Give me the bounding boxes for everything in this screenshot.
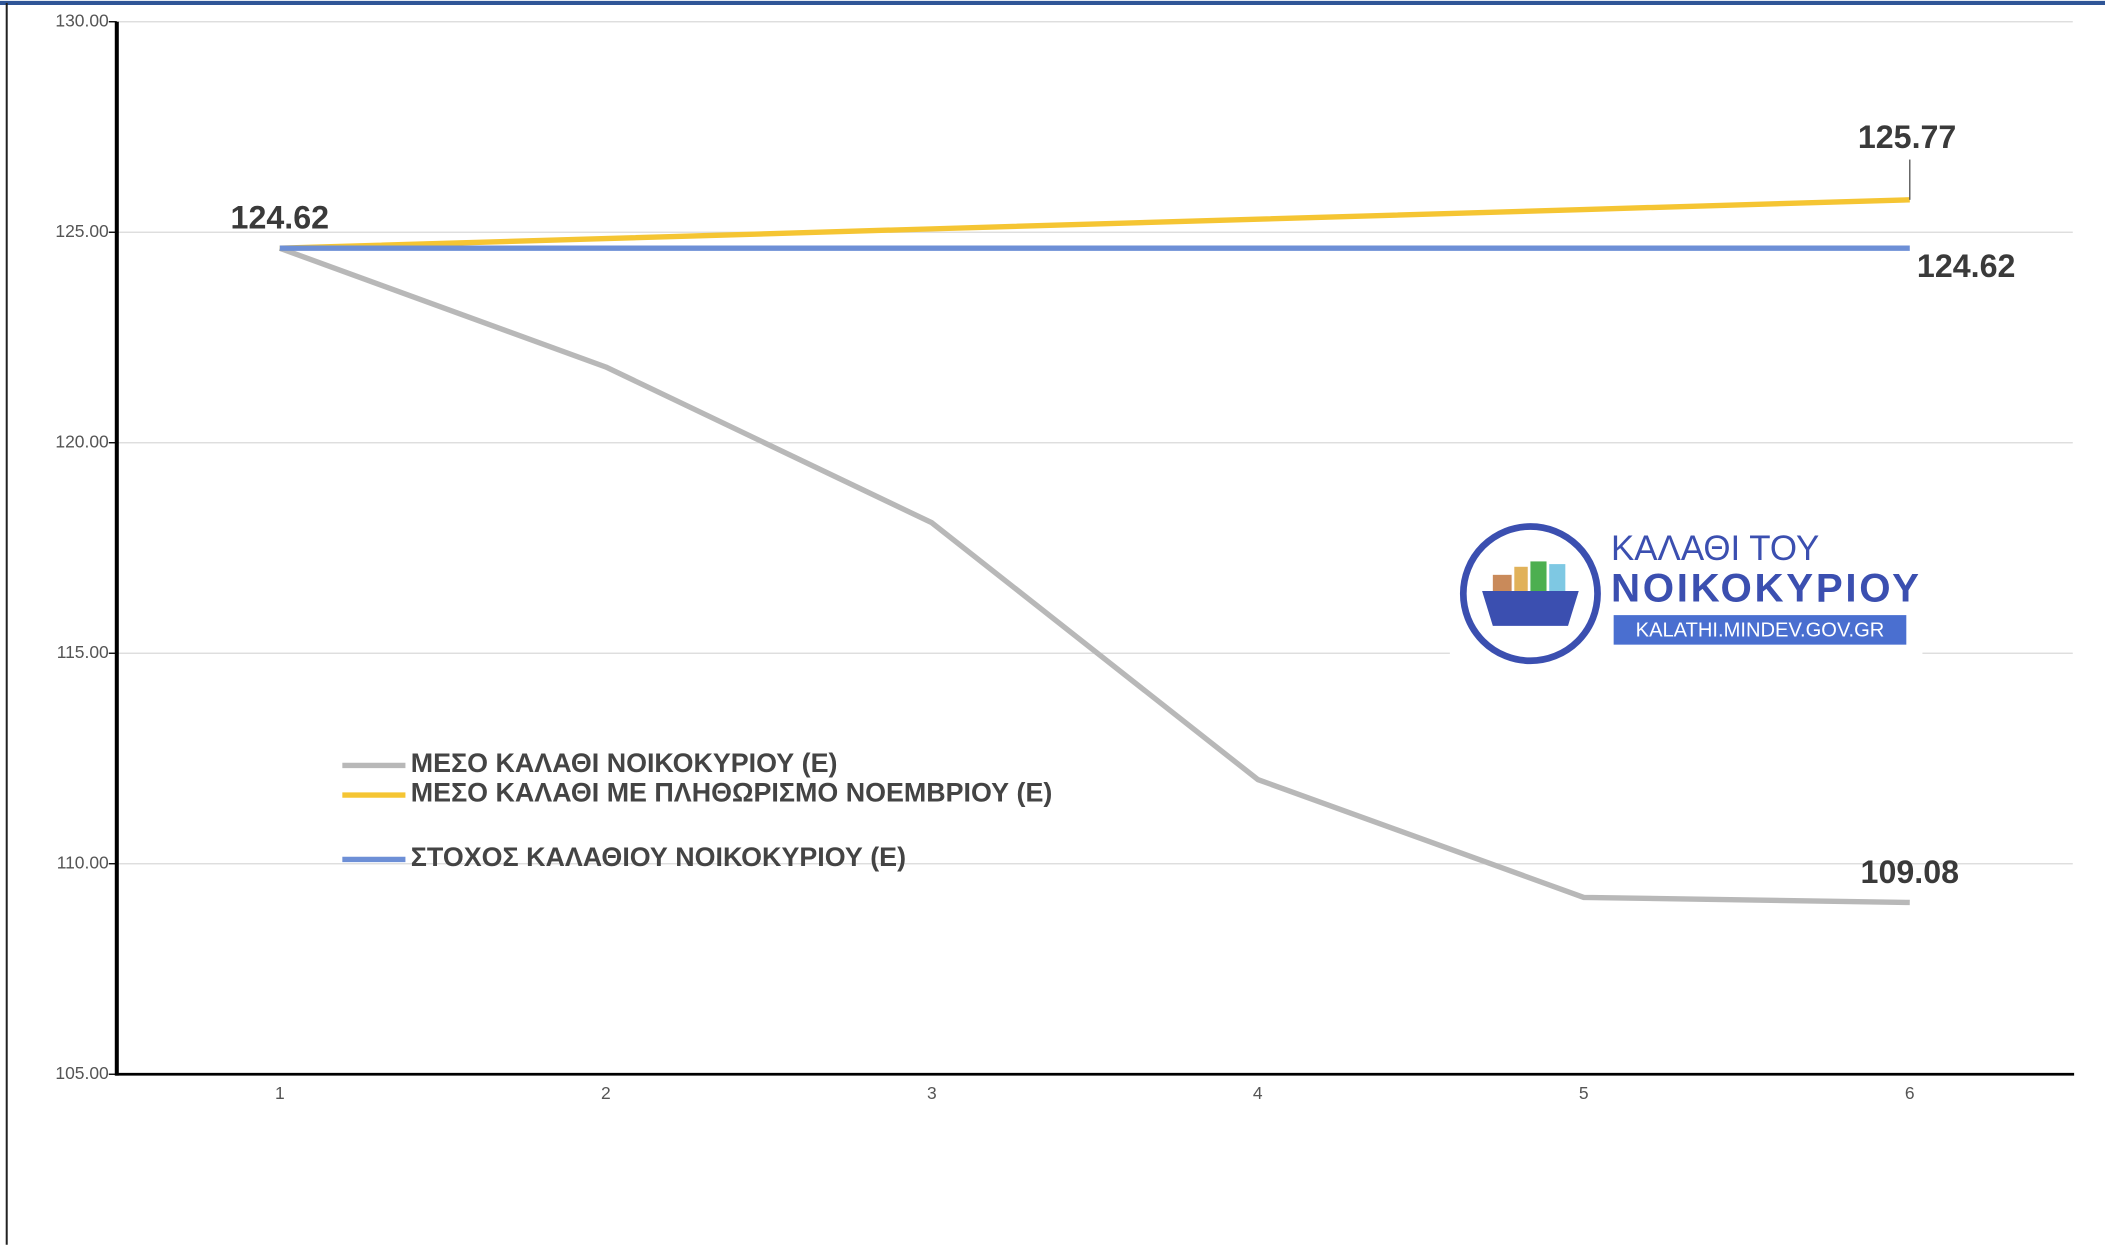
x-tick-label: 2 xyxy=(601,1083,611,1103)
series-line xyxy=(278,245,1910,906)
series-line xyxy=(279,197,1910,251)
y-tick-label: 120.00 xyxy=(55,431,109,451)
x-tick-label: 4 xyxy=(1253,1083,1263,1103)
logo-basket xyxy=(1482,590,1579,626)
logo-line1: ΚΑΛΑΘΙ ΤΟΥ xyxy=(1611,529,1819,568)
logo: ΚΑΛΑΘΙ ΤΟΥ ΝΟΙΚΟΚΥΡΙΟΥ KALATHI.MINDEV.GO… xyxy=(1449,521,1923,665)
y-tick-label: 110.00 xyxy=(57,852,109,872)
legend-item: ΣΤΟΧΟΣ ΚΑΛΑΘΙΟΥ ΝΟΙΚΟΚΥΡΙΟΥ (Ε) xyxy=(410,843,907,873)
data-label: 124.62 xyxy=(1917,248,2016,284)
data-label: 125.77 xyxy=(1858,119,1957,155)
legend-label: ΜΕΣΟ ΚΑΛΑΘΙ ΜΕ ΠΛΗΘΩΡΙΣΜΟ ΝΟΕΜΒΡΙΟΥ (Ε) xyxy=(410,778,1053,809)
logo-item xyxy=(1514,566,1528,594)
y-tick-label: 115.00 xyxy=(57,642,109,662)
legend-item: ΜΕΣΟ ΚΑΛΑΘΙ ΝΟΙΚΟΚΥΡΙΟΥ (Ε) xyxy=(410,749,838,779)
y-tick-label: 105.00 xyxy=(55,1063,109,1083)
logo-item xyxy=(1492,574,1512,594)
data-label: 109.08 xyxy=(1861,854,1960,890)
legend-label: ΣΤΟΧΟΣ ΚΑΛΑΘΙΟΥ ΝΟΙΚΟΚΥΡΙΟΥ (Ε) xyxy=(410,843,907,873)
legend-item: ΜΕΣΟ ΚΑΛΑΘΙ ΜΕ ΠΛΗΘΩΡΙΣΜΟ ΝΟΕΜΒΡΙΟΥ (Ε) xyxy=(410,778,1053,809)
x-tick-label: 6 xyxy=(1905,1083,1915,1103)
y-tick-label: 125.00 xyxy=(55,221,109,241)
logo-item xyxy=(1530,561,1547,594)
legend: ΜΕΣΟ ΚΑΛΑΘΙ ΝΟΙΚΟΚΥΡΙΟΥ (Ε)ΜΕΣΟ ΚΑΛΑΘΙ Μ… xyxy=(342,749,1053,873)
logo-line2: ΝΟΙΚΟΚΥΡΙΟΥ xyxy=(1611,566,1922,611)
logo-url-bg xyxy=(1613,615,1907,645)
logo-item xyxy=(1549,564,1566,594)
data-label: 124.62 xyxy=(231,200,329,236)
legend-label: ΜΕΣΟ ΚΑΛΑΘΙ ΝΟΙΚΟΚΥΡΙΟΥ (Ε) xyxy=(410,749,838,779)
x-tick-label: 5 xyxy=(1579,1083,1589,1103)
x-tick-label: 1 xyxy=(275,1083,285,1103)
lines: 124.62 125.77 124.62 109.08 xyxy=(231,119,2016,906)
y-tick-label: 130.00 xyxy=(55,10,109,30)
logo-url: KALATHI.MINDEV.GOV.GR xyxy=(1636,620,1885,642)
x-tick-label: 3 xyxy=(927,1083,937,1103)
